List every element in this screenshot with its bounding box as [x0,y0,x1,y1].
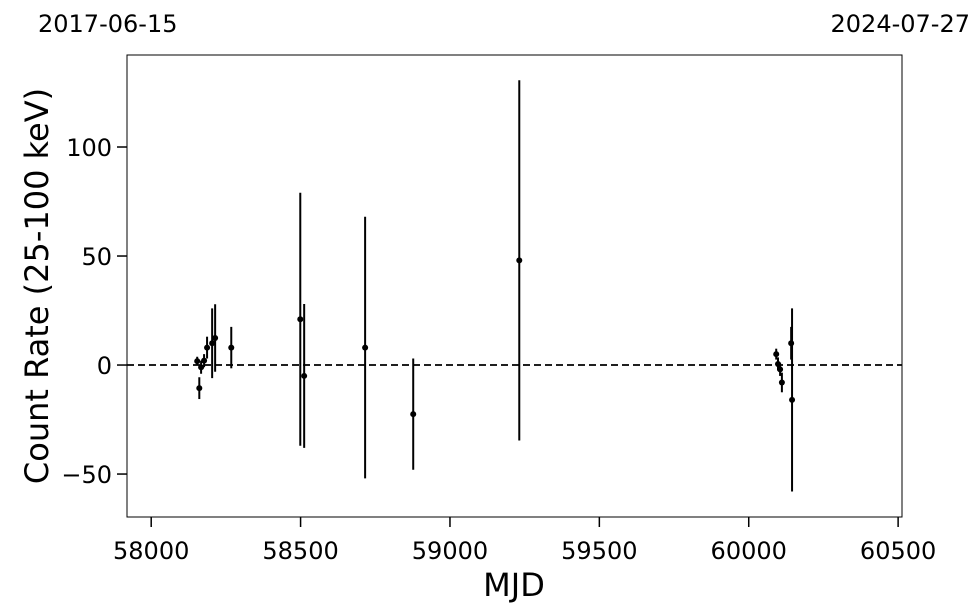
y-tick-label: 0 [97,352,112,380]
data-point [778,379,785,386]
data-point [362,344,369,351]
x-tick-label: 59000 [412,537,488,565]
data-point [198,364,205,371]
data-point [204,344,211,351]
data-point [194,358,201,365]
data-point [777,366,784,373]
data-point [201,357,208,364]
x-tick-label: 59500 [561,537,637,565]
x-tick-label: 60000 [711,537,787,565]
start-date: 2017-06-15 [38,10,177,38]
data-point [773,351,780,358]
data-point [301,372,308,379]
data-point [228,344,235,351]
y-tick-label: 100 [66,134,112,162]
plot-frame [126,54,903,518]
data-point [297,316,304,323]
data-point [209,340,216,347]
data-point [516,257,523,264]
y-tick-label: 50 [81,243,112,271]
y-axis-label: Count Rate (25-100 keV) [18,88,56,484]
x-tick-label: 60500 [860,537,936,565]
data-point [410,411,417,418]
x-axis-label: MJD [483,566,545,604]
data-point [212,334,219,341]
x-tick-label: 58500 [262,537,338,565]
y-tick-label: −50 [61,461,112,489]
data-point [789,396,796,403]
data-point [196,385,203,392]
end-date: 2024-07-27 [831,10,970,38]
x-tick-label: 58000 [113,537,189,565]
